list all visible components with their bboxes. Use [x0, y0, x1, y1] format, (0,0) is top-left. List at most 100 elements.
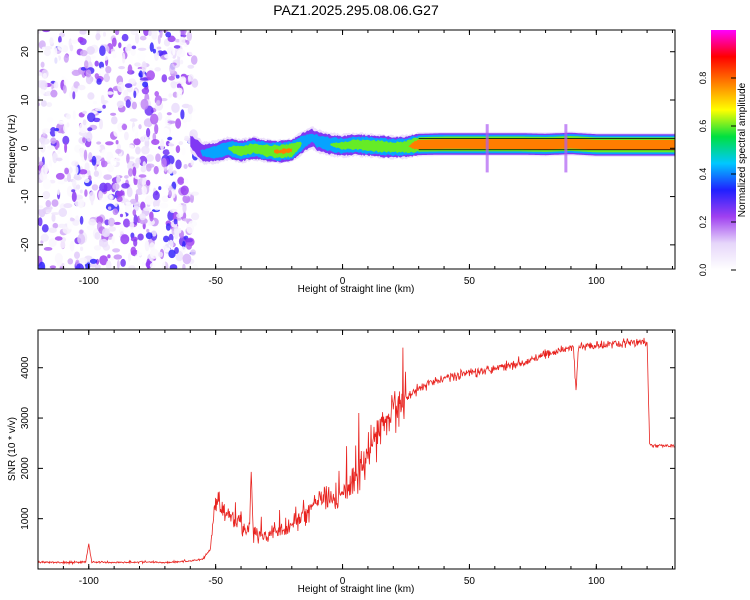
noise-speckle [98, 190, 103, 201]
noise-speckle [162, 245, 167, 249]
noise-speckle [120, 234, 130, 245]
noise-speckle [38, 201, 46, 210]
noise-speckle [95, 33, 101, 41]
snr-frame [37, 329, 676, 570]
noise-speckle [135, 157, 141, 165]
noise-speckle [183, 91, 192, 100]
noise-speckle [144, 195, 154, 206]
noise-speckle [84, 162, 90, 173]
noise-speckle [168, 239, 174, 248]
noise-speckle [179, 76, 187, 84]
noise-speckle [173, 225, 180, 236]
noise-speckle [84, 60, 89, 69]
noise-speckle [190, 159, 195, 166]
noise-speckle [66, 122, 70, 128]
noise-speckle [138, 174, 147, 178]
noise-speckle [115, 140, 119, 145]
noise-speckle [128, 156, 135, 160]
noise-speckle [173, 218, 178, 225]
noise-speckle [105, 141, 114, 146]
noise-speckle [188, 47, 194, 56]
noise-speckle [117, 81, 125, 93]
noise-speckle [135, 188, 144, 195]
noise-speckle [154, 67, 161, 72]
noise-speckle [133, 138, 141, 146]
noise-speckle [176, 217, 182, 221]
noise-speckle [105, 128, 112, 138]
noise-speckle [130, 47, 136, 57]
noise-speckle [41, 164, 48, 175]
snr-series-line [38, 337, 675, 566]
noise-speckle [105, 102, 110, 112]
noise-speckle [87, 112, 96, 123]
noise-speckle [167, 35, 176, 43]
noise-speckle [137, 181, 143, 190]
noise-speckle [145, 232, 153, 240]
noise-speckle [126, 43, 132, 51]
noise-speckle [138, 70, 143, 78]
noise-speckle [42, 191, 51, 200]
noise-speckle [168, 93, 173, 98]
noise-speckle [191, 78, 199, 88]
noise-speckle [54, 128, 60, 132]
noise-speckle [40, 80, 48, 91]
noise-speckle [127, 252, 132, 262]
noise-speckle [111, 116, 118, 125]
noise-speckle [38, 161, 44, 166]
noise-speckle [67, 172, 71, 183]
noise-speckle [79, 229, 84, 235]
noise-speckle [118, 66, 125, 70]
noise-speckle [69, 217, 74, 222]
noise-speckle [107, 206, 112, 210]
noise-speckle [95, 216, 104, 224]
noise-speckle [69, 44, 74, 52]
noise-speckle [57, 223, 66, 228]
noise-speckle [165, 223, 171, 231]
noise-speckle [51, 199, 59, 207]
noise-speckle [58, 36, 62, 43]
noise-speckle [90, 263, 97, 268]
noise-speckle [112, 248, 121, 253]
noise-speckle [49, 37, 54, 45]
noise-speckle [113, 161, 117, 167]
noise-speckle [51, 212, 60, 216]
noise-speckle [57, 180, 65, 185]
noise-speckle [112, 53, 117, 59]
noise-speckle [59, 32, 65, 38]
spectrogram-x-tick-label: -100 [79, 276, 99, 287]
noise-speckle [187, 64, 195, 69]
noise-speckle [52, 152, 58, 164]
noise-speckle [161, 127, 170, 138]
noise-speckle [182, 253, 192, 265]
noise-speckle [116, 174, 121, 185]
noise-speckle [108, 72, 117, 78]
noise-speckle [110, 51, 117, 55]
noise-speckle [182, 194, 191, 204]
noise-speckle [115, 148, 122, 154]
noise-speckle [118, 42, 122, 49]
noise-speckle [126, 186, 133, 198]
noise-speckle [99, 45, 106, 56]
spectrogram-y-tick-label: 20 [20, 46, 31, 58]
noise-speckle [177, 176, 185, 185]
noise-speckle [58, 208, 68, 217]
noise-speckle [57, 121, 65, 125]
snr-background [38, 330, 675, 569]
noise-speckle [165, 184, 170, 189]
noise-speckle [45, 200, 52, 208]
noise-speckle [83, 178, 90, 183]
noise-speckle [121, 33, 129, 42]
noise-speckle [96, 78, 102, 85]
noise-speckle [157, 198, 161, 204]
noise-speckle [54, 253, 63, 264]
noise-speckle [38, 245, 41, 255]
noise-speckle [71, 191, 77, 203]
noise-speckle [91, 155, 97, 166]
noise-speckle [160, 259, 166, 269]
noise-speckle [68, 208, 72, 219]
noise-speckle [99, 119, 103, 130]
noise-speckle [183, 164, 188, 169]
noise-speckle [52, 222, 59, 229]
noise-speckle [90, 196, 94, 206]
